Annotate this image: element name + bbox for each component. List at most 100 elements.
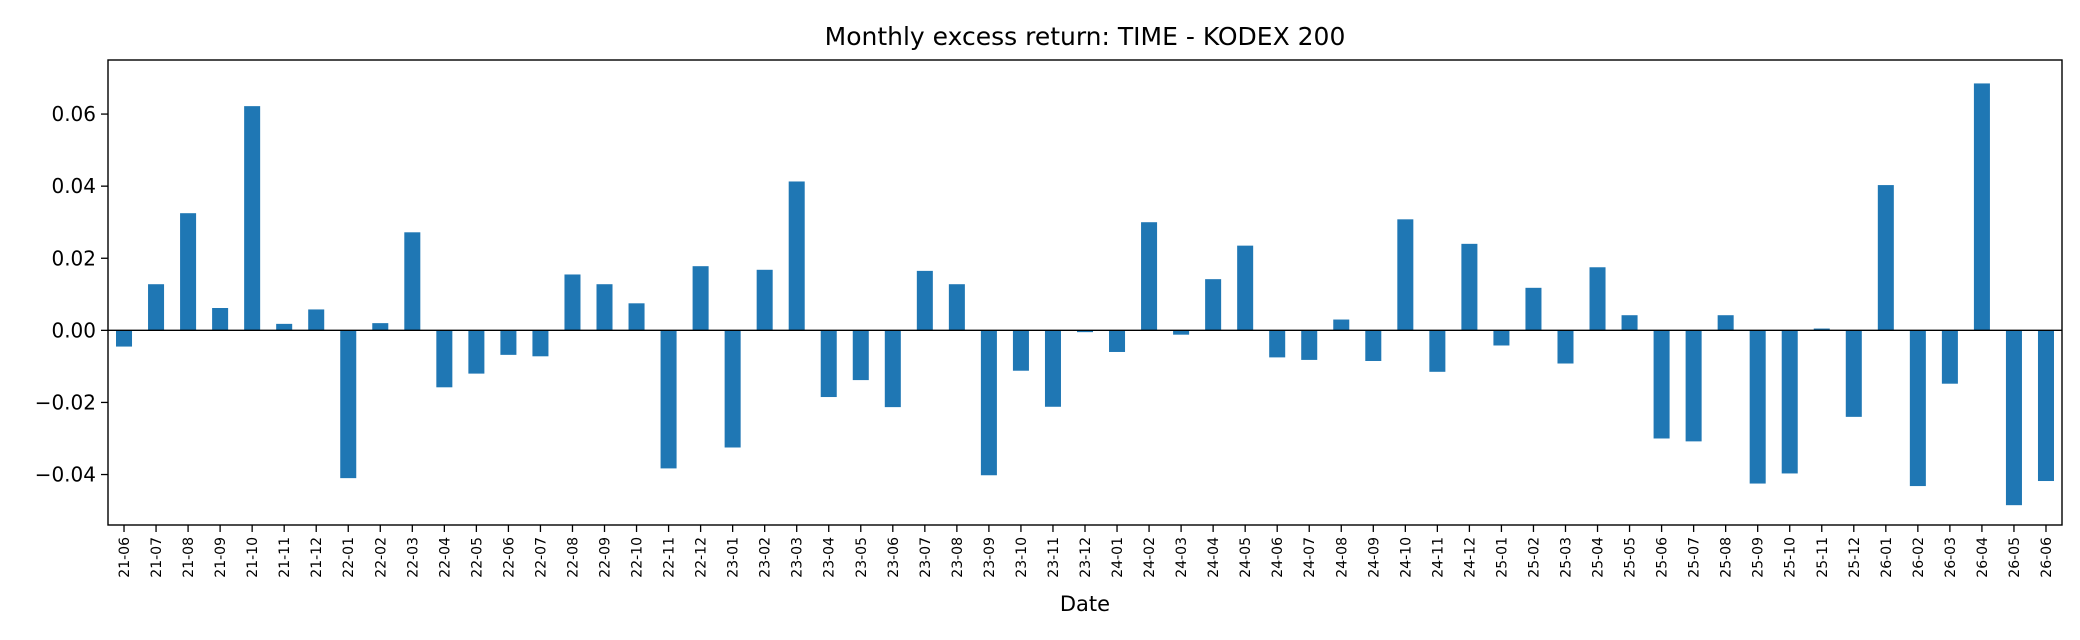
- y-tick-label: −0.04: [35, 463, 96, 487]
- bar-25-02: [1525, 287, 1542, 331]
- x-tick-label: 22-08: [565, 537, 581, 578]
- bar-26-01: [1877, 185, 1894, 331]
- x-tick-label: 23-07: [918, 537, 934, 578]
- x-tick-label: 24-12: [1462, 537, 1478, 578]
- y-tick-label: 0.06: [51, 102, 96, 126]
- bar-24-03: [1173, 330, 1190, 335]
- bar-25-11: [1813, 328, 1830, 331]
- x-tick-label: 24-05: [1238, 537, 1254, 578]
- bar-22-12: [692, 266, 709, 331]
- bar-24-05: [1237, 245, 1254, 331]
- x-tick-label: 23-03: [790, 537, 806, 578]
- x-tick-label: 24-11: [1430, 537, 1446, 578]
- x-tick-label: 24-10: [1398, 537, 1414, 578]
- x-tick-label: 21-08: [181, 537, 197, 578]
- x-tick-label: 22-02: [373, 537, 389, 578]
- x-tick-label: 22-10: [630, 537, 646, 578]
- bar-23-11: [1044, 330, 1061, 407]
- x-tick-label: 23-06: [886, 537, 902, 578]
- bar-25-09: [1749, 330, 1766, 484]
- bar-23-06: [884, 330, 901, 408]
- bar-23-12: [1076, 330, 1094, 333]
- x-tick-label: 24-06: [1270, 537, 1286, 578]
- bar-23-07: [916, 270, 933, 331]
- bar-25-04: [1589, 267, 1606, 331]
- x-tick-label: 23-09: [982, 537, 998, 578]
- plot-frame: [107, 59, 2063, 526]
- x-tick-label: 25-11: [1815, 537, 1831, 578]
- x-tick-label: 22-03: [405, 537, 421, 578]
- bar-23-09: [980, 330, 997, 476]
- chart-title: Monthly excess return: TIME - KODEX 200: [825, 22, 1346, 51]
- x-tick-label: 25-10: [1783, 537, 1799, 578]
- bar-24-12: [1461, 243, 1478, 331]
- bar-26-05: [2005, 330, 2022, 506]
- bar-23-01: [724, 330, 741, 448]
- y-tick-label: 0.00: [51, 318, 96, 342]
- bar-24-08: [1333, 319, 1350, 331]
- y-tick-label: 0.02: [51, 246, 96, 270]
- x-tick-label: 23-05: [854, 537, 870, 578]
- bar-24-01: [1109, 330, 1126, 352]
- bar-21-09: [212, 308, 229, 331]
- bar-21-06: [116, 330, 133, 347]
- bar-23-03: [788, 181, 805, 331]
- x-tick-label: 24-02: [1142, 537, 1158, 578]
- bar-22-04: [436, 330, 453, 388]
- bars: [116, 83, 2054, 506]
- bar-23-05: [852, 330, 869, 381]
- x-tick-label: 26-03: [1943, 537, 1959, 578]
- bar-22-11: [660, 330, 677, 469]
- x-tick-label: 21-11: [277, 537, 293, 578]
- x-tick-label: 26-01: [1879, 537, 1895, 578]
- x-tick-label: 21-07: [149, 537, 165, 578]
- x-tick-label: 25-06: [1655, 537, 1671, 578]
- y-tick-label: 0.04: [51, 174, 96, 198]
- bar-25-07: [1685, 330, 1702, 442]
- bar-22-07: [532, 330, 549, 357]
- x-tick-label: 24-03: [1174, 537, 1190, 578]
- bar-21-11: [276, 323, 293, 331]
- x-tick-label: 25-08: [1719, 537, 1735, 578]
- x-tick-label: 22-11: [662, 537, 678, 578]
- bar-26-06: [2037, 330, 2054, 482]
- bar-22-05: [468, 330, 485, 374]
- x-tick-label: 25-04: [1591, 537, 1607, 578]
- bar-25-03: [1557, 330, 1574, 364]
- x-tick-label: 26-04: [1975, 537, 1991, 578]
- y-axis: −0.04 −0.02 0.00 0.02 0.04 0.06: [35, 102, 108, 487]
- x-tick-label: 22-06: [501, 537, 517, 578]
- bar-22-09: [596, 284, 613, 331]
- bar-26-03: [1941, 330, 1958, 384]
- x-tick-label: 23-12: [1078, 537, 1094, 578]
- x-tick-label: 24-07: [1302, 537, 1318, 578]
- x-tick-label: 23-10: [1014, 537, 1030, 578]
- bar-22-06: [500, 330, 517, 355]
- bar-21-12: [308, 309, 325, 331]
- bar-23-02: [756, 269, 773, 331]
- x-tick-label: 23-01: [726, 537, 742, 578]
- bar-21-08: [180, 213, 197, 331]
- x-tick-label: 25-09: [1751, 537, 1767, 578]
- x-tick-label: 24-01: [1110, 537, 1126, 578]
- x-tick-label: 25-05: [1623, 537, 1639, 578]
- x-tick-label: 22-01: [341, 537, 357, 578]
- x-tick-label: 24-04: [1206, 537, 1222, 578]
- x-tick-label: 21-09: [213, 537, 229, 578]
- x-tick-label: 25-01: [1494, 537, 1510, 578]
- bar-25-05: [1621, 315, 1638, 331]
- x-tick-label: 26-02: [1911, 537, 1927, 578]
- x-tick-label: 25-12: [1847, 537, 1863, 578]
- x-tick-label: 25-02: [1526, 537, 1542, 578]
- bar-25-10: [1781, 330, 1798, 474]
- x-tick-label: 26-06: [2039, 537, 2055, 578]
- bar-22-03: [404, 232, 421, 331]
- x-tick-label: 24-08: [1334, 537, 1350, 578]
- x-tick-label: 21-06: [117, 537, 133, 578]
- bar-22-01: [340, 330, 357, 479]
- y-tick-label: −0.02: [35, 390, 96, 414]
- x-tick-label: 22-04: [437, 537, 453, 578]
- x-tick-label: 25-03: [1558, 537, 1574, 578]
- bar-21-07: [148, 284, 165, 331]
- bar-22-02: [372, 323, 389, 331]
